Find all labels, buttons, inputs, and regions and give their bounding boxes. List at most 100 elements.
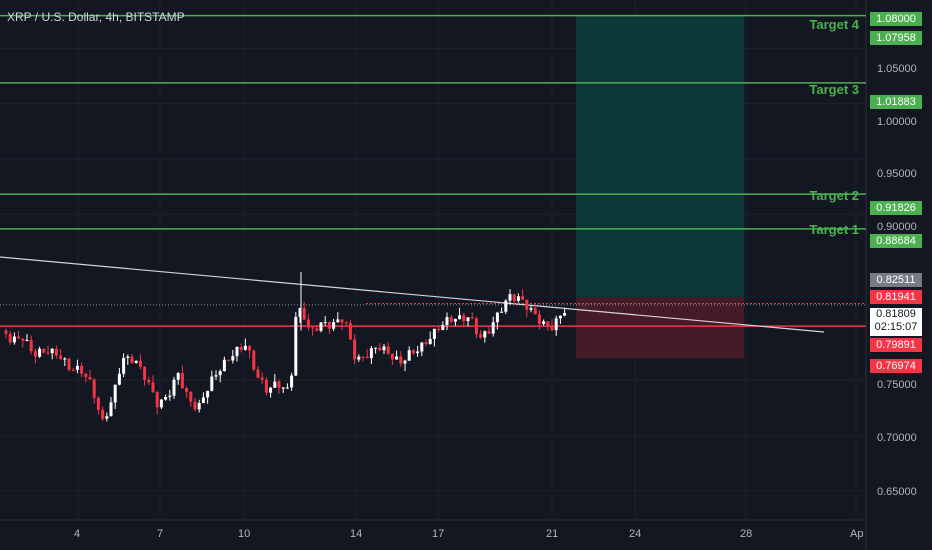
candle-body xyxy=(138,360,142,367)
y-tick-0-75: 0.75000 xyxy=(877,379,917,391)
candle-body xyxy=(193,401,197,410)
candle-body xyxy=(227,359,231,361)
candle-body xyxy=(525,299,529,310)
candle-body xyxy=(277,381,281,388)
price-badge-target-1: 0.88684 xyxy=(870,234,922,248)
candle-body xyxy=(290,375,294,388)
candle-body xyxy=(164,397,168,400)
candle-body xyxy=(84,373,88,377)
x-tick-17: 17 xyxy=(432,528,445,540)
y-tick-0-95: 0.95000 xyxy=(877,168,917,180)
candle-body xyxy=(323,322,327,324)
candle-body xyxy=(432,328,436,339)
candle-body xyxy=(563,312,567,316)
price-badge-1-08000: 1.08000 xyxy=(870,12,922,26)
candle-body xyxy=(243,345,247,350)
candle-body xyxy=(428,338,432,345)
price-badge-support: 0.79891 xyxy=(870,338,922,352)
y-tick-0-70: 0.70000 xyxy=(877,432,917,444)
candle-body xyxy=(449,317,453,322)
candle-body xyxy=(306,319,310,328)
y-tick-0-90: 0.90000 xyxy=(877,221,917,233)
y-tick-0-65: 0.65000 xyxy=(877,486,917,498)
candle-body xyxy=(483,331,487,338)
candle-body xyxy=(252,350,256,370)
candle-body xyxy=(390,353,394,360)
candle-body xyxy=(33,351,37,357)
candle-body xyxy=(134,360,138,363)
candle-body xyxy=(122,357,126,374)
candle-body xyxy=(239,346,243,350)
candle-body xyxy=(416,351,420,354)
candle-body xyxy=(374,347,378,349)
candle-body xyxy=(285,387,289,389)
candle-body xyxy=(348,323,352,340)
chart-title: XRP / U.S. Dollar, 4h, BITSTAMP xyxy=(7,10,185,24)
target-4-label: Target 4 xyxy=(809,17,859,32)
candle-body xyxy=(264,379,268,393)
candle-body xyxy=(462,315,466,322)
candle-body xyxy=(143,366,147,380)
candle-body xyxy=(231,356,235,361)
candle-body xyxy=(311,327,315,329)
candle-body xyxy=(441,324,445,331)
candle-body xyxy=(248,345,252,351)
candle-body xyxy=(42,348,46,353)
candle-body xyxy=(117,373,121,385)
candle-body xyxy=(495,312,499,323)
current-price-value: 0.81809 xyxy=(876,308,916,320)
candle-body xyxy=(155,392,159,408)
target-1-label: Target 1 xyxy=(809,222,859,237)
candle-body xyxy=(537,314,541,325)
price-badge-entry: 0.82511 xyxy=(870,273,922,287)
x-tick-14: 14 xyxy=(350,528,363,540)
candle-body xyxy=(12,336,16,343)
candle-body xyxy=(361,356,365,358)
candle-body xyxy=(302,308,306,320)
x-tick-21: 21 xyxy=(546,528,559,540)
candle-body xyxy=(453,319,457,322)
candle-body xyxy=(340,319,344,323)
candle-body xyxy=(353,339,357,360)
candle-body xyxy=(180,373,184,389)
candle-body xyxy=(88,376,92,380)
candle-body xyxy=(197,403,201,410)
candle-body xyxy=(386,346,390,354)
candle-body xyxy=(407,350,411,361)
candle-body xyxy=(479,334,483,338)
candle-body xyxy=(382,346,386,351)
candle-body xyxy=(529,308,533,310)
candle-body xyxy=(235,346,239,357)
candle-body xyxy=(113,384,117,403)
candle-body xyxy=(554,318,558,331)
candle-body xyxy=(176,373,180,380)
price-badge-target-4: 1.07958 xyxy=(870,31,922,45)
candle-body xyxy=(403,360,407,364)
candle-body xyxy=(411,350,415,354)
candle-body xyxy=(500,311,504,313)
candle-body xyxy=(38,348,42,357)
target-2-label: Target 2 xyxy=(809,188,859,203)
candle-body xyxy=(516,296,520,301)
candle-body xyxy=(8,333,12,343)
candle-body xyxy=(214,375,218,377)
x-tick-ap: Ap xyxy=(850,528,864,540)
candle-body xyxy=(399,356,403,364)
x-tick-28: 28 xyxy=(740,528,753,540)
candle-body xyxy=(546,321,550,327)
candle-body xyxy=(109,402,113,417)
candle-body xyxy=(50,348,54,354)
candle-body xyxy=(63,358,67,360)
candle-body xyxy=(29,339,33,352)
y-tick-1-05: 1.05000 xyxy=(877,63,917,75)
candle-body xyxy=(59,355,63,359)
candle-body xyxy=(357,356,361,360)
candle-body xyxy=(25,339,29,341)
y-tick-1-00: 1.00000 xyxy=(877,116,917,128)
candle-body xyxy=(210,376,214,391)
candle-body xyxy=(126,356,130,358)
candle-body xyxy=(96,397,100,410)
candle-body xyxy=(437,328,441,331)
candle-body xyxy=(75,365,79,370)
